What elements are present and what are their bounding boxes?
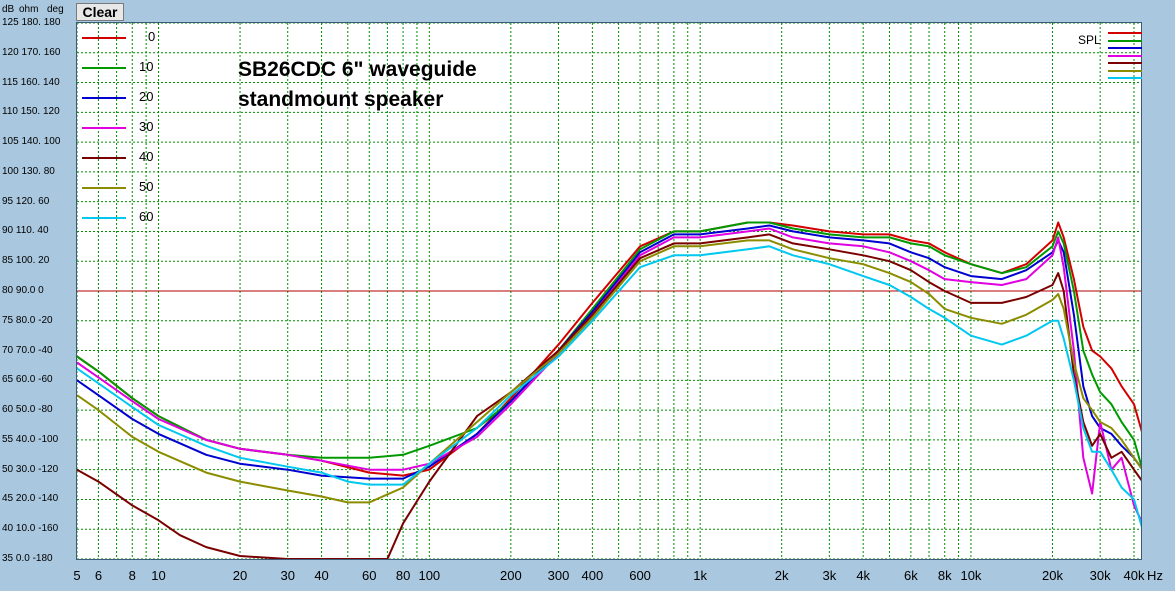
- spl-legend-swatch-0: [1108, 32, 1142, 34]
- plot-area: [76, 22, 1142, 560]
- spl-legend-swatch-10: [1108, 39, 1142, 42]
- x-tick-label: 20k: [1041, 568, 1063, 583]
- legend-swatch-40: [82, 157, 126, 159]
- legend-swatch-0: [82, 37, 126, 39]
- x-tick-label: 80: [395, 568, 411, 583]
- y-tick-label: 105 140. 100: [2, 136, 61, 148]
- series-line-60: [77, 245, 1141, 528]
- spl-legend-label: SPL: [1078, 33, 1101, 47]
- legend-label-60: 60: [139, 209, 154, 224]
- y-tick-label: 85 100. 20: [2, 255, 50, 267]
- x-tick-label: 400: [581, 568, 604, 583]
- x-tick-label: 1k: [693, 568, 708, 583]
- x-tick-label: 300: [547, 568, 570, 583]
- series-line-10: [77, 221, 1141, 469]
- y-tick-label: 70 70.0 -40: [2, 344, 53, 356]
- legend-swatch-20: [82, 97, 126, 99]
- y-tick-label: 90 110. 40: [2, 225, 49, 237]
- x-tick-label: 8k: [937, 568, 952, 583]
- x-tick-label: 200: [499, 568, 522, 583]
- legend-swatch-30: [82, 127, 126, 129]
- ohm-axis-header: ohm: [19, 4, 39, 15]
- x-tick-label: 20: [232, 568, 248, 583]
- y-tick-label: 45 20.0 -140: [2, 493, 59, 505]
- y-tick-label: 50 30.0 -120: [2, 463, 59, 475]
- spl-legend-swatch-50: [1108, 69, 1142, 72]
- series-line-0: [77, 221, 1141, 477]
- legend-swatch-10: [82, 67, 126, 69]
- legend-label-10: 10: [139, 59, 154, 74]
- x-tick-label: 600: [629, 568, 651, 583]
- spl-legend-swatch-40: [1108, 62, 1142, 64]
- x-tick-label: 6: [94, 568, 103, 583]
- y-tick-label: 65 60.0 -60: [2, 374, 53, 386]
- legend-label-30: 30: [139, 119, 154, 134]
- series-line-20: [77, 224, 1141, 480]
- legend-label-50: 50: [139, 179, 154, 194]
- x-tick-label: 40k: [1123, 568, 1145, 583]
- x-tick-label: 6k: [904, 568, 918, 583]
- y-tick-label: 120 170. 160: [2, 46, 61, 58]
- x-tick-label: 100: [418, 568, 441, 583]
- x-tick-label: 10: [151, 568, 166, 583]
- legend-label-0: 0: [148, 29, 156, 44]
- x-tick-label: 30k: [1089, 568, 1111, 583]
- y-tick-label: 60 50.0 -80: [2, 404, 53, 416]
- y-tick-label: 35 0.0 -180: [2, 553, 53, 564]
- x-tick-label: 5: [73, 568, 81, 583]
- spl-legend-swatch-60: [1108, 77, 1142, 79]
- spl-legend-swatch-30: [1108, 54, 1142, 57]
- x-tick-label: 60: [362, 568, 377, 583]
- y-tick-label: 55 40.0 -100: [2, 433, 59, 445]
- x-tick-label: 2k: [774, 568, 789, 583]
- x-tick-label: 30: [280, 568, 295, 583]
- legend-swatch-50: [82, 187, 126, 189]
- y-tick-label: 115 160. 140: [2, 76, 60, 88]
- legend-label-40: 40: [139, 149, 154, 164]
- deg-axis-header: deg: [47, 4, 64, 15]
- chart-title-line-1: SB26CDC 6" waveguide: [238, 58, 477, 81]
- y-tick-label: 75 80.0 -20: [2, 314, 53, 326]
- y-tick-label: 100 130. 80: [2, 165, 55, 177]
- x-tick-label: 10k: [960, 568, 982, 583]
- series-line-50: [77, 239, 1141, 504]
- chart-title-line-2: standmount speaker: [238, 88, 444, 111]
- legend-label-20: 20: [139, 89, 154, 104]
- clear-button[interactable]: Clear: [76, 3, 124, 21]
- db-axis-header: dB: [2, 4, 15, 15]
- x-tick-label: 40: [314, 568, 329, 583]
- legend-swatch-60: [82, 217, 126, 219]
- y-tick-label: 95 120. 60: [2, 195, 50, 207]
- y-tick-label: 125 180. 180: [2, 17, 61, 28]
- y-tick-label: 80 90.0 0: [2, 285, 44, 296]
- chart-svg: [77, 23, 1141, 559]
- y-tick-label: 110 150. 120: [2, 106, 60, 118]
- x-tick-label: 8: [128, 568, 136, 583]
- spl-legend-swatch-20: [1108, 47, 1142, 49]
- x-tick-label: Hz: [1147, 568, 1163, 583]
- y-tick-label: 40 10.0 -160: [2, 523, 59, 535]
- series-line-30: [77, 227, 1141, 523]
- x-tick-label: 4k: [856, 568, 871, 583]
- x-tick-label: 3k: [822, 568, 837, 583]
